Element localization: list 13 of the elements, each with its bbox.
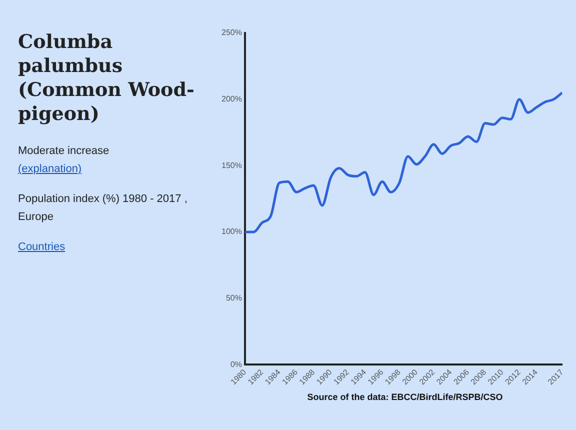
text: Population index (%) 1980 - 2017 , Europe	[18, 192, 188, 225]
text: Countries	[18, 240, 66, 255]
y-tick-label: 100%	[222, 227, 242, 236]
source-note: Source of the data: EBCC/BirdLife/RSPB/CSO	[306, 392, 504, 402]
y-tick-label: 50%	[226, 294, 242, 303]
text: (explanation)	[18, 163, 82, 175]
text: Moderate increase	[18, 145, 110, 157]
y-tick-label: 200%	[222, 94, 242, 104]
y-tick-label: 250%	[222, 28, 242, 38]
line-series	[245, 91, 562, 234]
text: Columba palumbus (Common Wood-pigeon)	[18, 30, 196, 126]
y-tick-label: 0%	[230, 360, 242, 369]
y-tick-label: 150%	[222, 160, 242, 170]
